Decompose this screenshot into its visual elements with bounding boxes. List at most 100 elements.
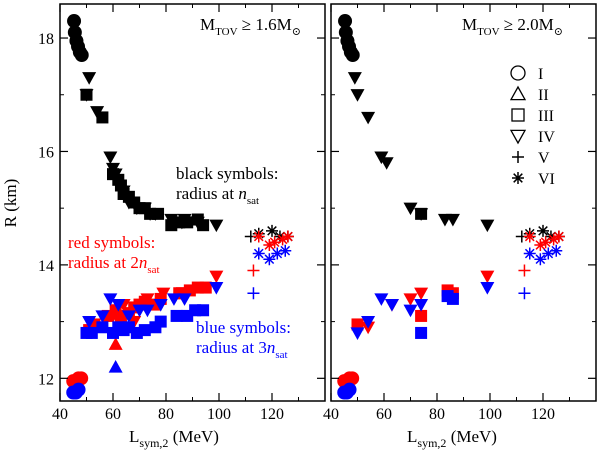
left-panel: 40 60 80 100 120 12 14 16 18 MTOV ≥ 1.6M⊙ black … <box>1 3 326 450</box>
point-n-sat-model-iv-8 <box>445 213 460 227</box>
point-3n-sat-model-iv-3 <box>384 298 399 312</box>
point-3n-sat-model-iv-9 <box>177 293 192 306</box>
point-n-sat-model-vi-1 <box>266 224 278 237</box>
point-n-sat-model-iii-0 <box>415 207 428 220</box>
point-3n-sat-model-iii-2 <box>446 292 459 305</box>
point-3n-sat-model-iv-4 <box>403 304 418 318</box>
point-3n-sat-model-iii-10 <box>154 315 167 328</box>
legend-label-i: I <box>538 66 543 83</box>
annotation-black-line1: black symbols: <box>176 164 278 183</box>
point-3n-sat-model-iv-7 <box>153 298 168 312</box>
legend-label-iii: III <box>538 108 554 125</box>
legend-label-vi: VI <box>538 171 555 188</box>
point-2n-sat-model-iv-4 <box>156 287 171 301</box>
point-3n-sat-model-vi-2 <box>542 247 555 260</box>
point-3n-sat-model-iv-1 <box>95 310 110 323</box>
point-2n-sat-model-iv-2 <box>403 293 418 306</box>
point-2n-sat-model-vi-2 <box>539 236 552 249</box>
legend-marker-v <box>512 151 524 163</box>
point-3n-sat-model-vi-0 <box>523 247 536 260</box>
point-n-sat-model-iii-1 <box>96 111 109 124</box>
point-3n-sat-model-iii-2 <box>96 321 109 334</box>
x-tick-label: 100 <box>478 406 502 423</box>
point-n-sat-model-iv-16 <box>209 219 224 233</box>
point-n-sat-model-iv-2 <box>361 111 376 125</box>
annotation-red-line1: red symbols: <box>68 233 155 252</box>
point-3n-sat-model-iv-3 <box>111 298 126 312</box>
point-2n-sat-model-v-0 <box>518 264 531 277</box>
point-2n-sat-model-vi-4 <box>552 230 565 243</box>
annotation-blue-line2: radius at 3nsat <box>196 338 288 361</box>
point-3n-sat-model-iv-0 <box>350 327 365 340</box>
point-2n-sat-model-iii-15 <box>199 281 212 294</box>
right-panel-title: MTOV ≥ 2.0M⊙ <box>462 15 563 38</box>
x-tick-label: 60 <box>105 406 121 423</box>
right-panel-marks <box>337 14 565 400</box>
right-x-axis-label: Lsym,2 (MeV) <box>407 427 497 450</box>
x-tick-label: 80 <box>158 406 174 423</box>
point-2n-sat-model-vi-3 <box>276 233 289 246</box>
point-3n-sat-model-iv-2 <box>103 293 118 306</box>
point-n-sat-model-iv-9 <box>480 219 495 233</box>
legend-marker-i <box>510 65 526 81</box>
point-3n-sat-model-iv-10 <box>209 281 224 295</box>
annotation-black-line2: radius at nsat <box>176 184 259 207</box>
point-2n-sat-model-vi-3 <box>547 233 560 246</box>
legend-label-ii: II <box>538 87 549 104</box>
annotation-blue-line1: blue symbols: <box>196 318 291 337</box>
point-3n-sat-model-iv-4 <box>121 310 136 323</box>
point-n-sat-model-i-5 <box>345 48 360 63</box>
point-2n-sat-model-iv-3 <box>140 293 155 306</box>
y-tick-label: 18 <box>38 31 54 48</box>
left-x-axis-label: Lsym,2 (MeV) <box>129 427 219 450</box>
point-3n-sat-model-vi-2 <box>271 247 284 260</box>
point-n-sat-model-iii-14 <box>181 216 194 229</box>
right-panel-frame <box>330 3 597 402</box>
point-3n-sat-model-vi-1 <box>534 253 547 266</box>
point-2n-sat-model-iv-3 <box>414 287 429 301</box>
point-3n-sat-model-iv-5 <box>414 298 429 312</box>
point-3n-sat-model-iv-6 <box>480 281 495 295</box>
x-tick-label: 120 <box>531 406 555 423</box>
point-2n-sat-model-i-3 <box>345 371 360 386</box>
point-n-sat-model-i-5 <box>74 48 89 63</box>
point-3n-sat-model-vi-3 <box>279 244 292 257</box>
point-3n-sat-model-vi-3 <box>550 244 563 257</box>
left-panel-title: MTOV ≥ 1.6M⊙ <box>200 15 301 38</box>
legend-marker-iii <box>511 108 525 122</box>
legend-marker-iv <box>509 129 527 145</box>
point-n-sat-model-iv-0 <box>347 72 362 85</box>
point-n-sat-model-iii-11 <box>152 207 165 220</box>
point-3n-sat-model-v-0 <box>247 287 260 300</box>
x-tick-label: 40 <box>52 406 68 423</box>
y-tick-label: 16 <box>38 144 54 161</box>
left-panel-marks <box>66 14 294 400</box>
point-2n-sat-model-v-0 <box>247 264 260 277</box>
point-n-sat-model-vi-1 <box>537 224 549 237</box>
point-2n-sat-model-vi-0 <box>523 230 536 243</box>
x-tick-label: 120 <box>260 406 284 423</box>
legend-label-v: V <box>538 150 550 167</box>
point-3n-sat-model-v-0 <box>518 287 531 300</box>
point-3n-sat-model-iii-8 <box>138 324 151 337</box>
point-n-sat-model-iv-3 <box>103 151 118 165</box>
point-3n-sat-model-i-2 <box>71 382 86 397</box>
x-tick-label: 100 <box>207 406 231 423</box>
y-tick-label: 12 <box>38 371 54 388</box>
legend-label-iv: IV <box>538 129 555 146</box>
point-2n-sat-model-i-3 <box>74 371 89 386</box>
point-2n-sat-model-vi-4 <box>281 230 294 243</box>
annotation-red-line2: radius at 2nsat <box>68 253 160 276</box>
point-2n-sat-model-ii-0 <box>108 337 123 350</box>
point-3n-sat-model-iii-6 <box>122 321 135 334</box>
point-n-sat-model-iv-4 <box>379 157 394 170</box>
point-2n-sat-model-vi-1 <box>263 239 276 252</box>
point-n-sat-model-iv-0 <box>82 72 97 85</box>
y-tick-label: 14 <box>38 258 54 275</box>
point-3n-sat-model-iv-8 <box>166 293 181 306</box>
point-3n-sat-model-iv-0 <box>82 316 97 329</box>
point-n-sat-model-iii-0 <box>80 88 93 101</box>
